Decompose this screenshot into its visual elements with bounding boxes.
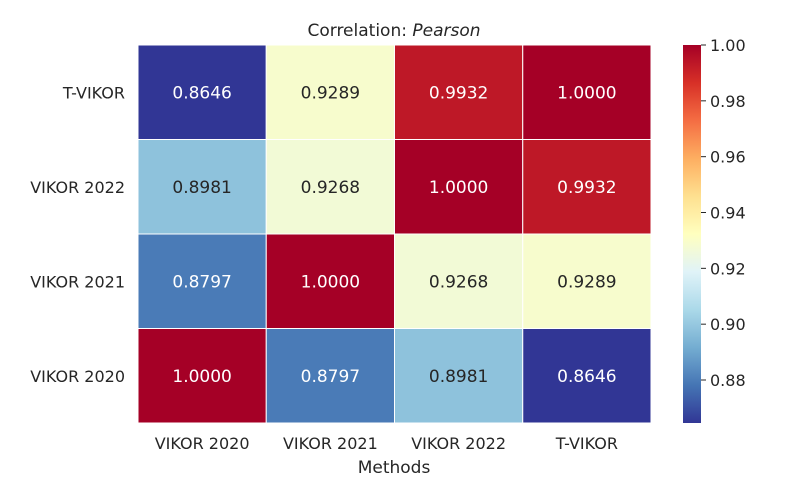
colorbar-tick-label: 0.98: [710, 92, 746, 111]
colorbar: 0.88 0.90 0.92 0.94 0.96 0.98 1.00: [683, 36, 746, 423]
colorbar-tick-label: 1.00: [710, 36, 746, 55]
y-tick-label: VIKOR 2021: [30, 272, 125, 291]
heatmap-cell: [394, 328, 524, 424]
heatmap-cells: 0.8646 0.9289 0.9932 1.0000 0.8981 0.9268 1.00…: [137, 44, 652, 424]
colorbar-tick-label: 0.92: [710, 259, 746, 278]
cell-value-label: 0.8646: [172, 83, 231, 103]
cell-value-label: 0.8981: [172, 178, 231, 198]
heatmap-cell: [265, 44, 395, 140]
cell-value-label: 0.9289: [557, 272, 616, 292]
heatmap-cell: [394, 44, 524, 140]
cell-value-label: 0.8797: [301, 367, 360, 387]
y-tick-label: VIKOR 2020: [30, 367, 125, 386]
heatmap-cell: [137, 328, 267, 424]
cell-value-label: 0.8981: [429, 367, 488, 387]
colorbar-tick-label: 0.96: [710, 148, 746, 167]
cell-value-label: 0.9268: [429, 272, 488, 292]
heatmap-cell: [522, 233, 652, 329]
cell-value-label: 0.8797: [172, 272, 231, 292]
chart-title-prefix: Correlation:: [307, 21, 412, 41]
heatmap-cell: [522, 139, 652, 235]
colorbar-tick-label: 0.88: [710, 371, 746, 390]
y-tick-label: T-VIKOR: [62, 83, 125, 102]
heatmap-cell: [265, 139, 395, 235]
colorbar-tick-label: 0.90: [710, 315, 746, 334]
heatmap-cell: [265, 328, 395, 424]
x-tick-label: VIKOR 2020: [155, 434, 250, 453]
x-tick-label: VIKOR 2021: [283, 434, 378, 453]
cell-value-label: 1.0000: [172, 367, 231, 387]
cell-value-label: 0.9268: [301, 178, 360, 198]
colorbar-tick-label: 0.94: [710, 204, 746, 223]
x-axis-label: Methods: [358, 458, 431, 478]
cell-value-label: 1.0000: [429, 178, 488, 198]
cell-value-label: 0.8646: [557, 367, 616, 387]
heatmap-cell: [137, 139, 267, 235]
chart-title-method: Pearson: [412, 21, 480, 41]
heatmap-cell: [522, 328, 652, 424]
chart-title: Correlation: Pearson: [307, 21, 480, 41]
heatmap-cell: [265, 233, 395, 329]
x-tick-labels: VIKOR 2020 VIKOR 2021 VIKOR 2022 T-VIKOR: [155, 434, 618, 453]
cell-value-label: 0.9932: [557, 178, 616, 198]
x-tick-label: T-VIKOR: [555, 434, 618, 453]
cell-value-label: 0.9932: [429, 83, 488, 103]
colorbar-gradient: [683, 45, 701, 423]
cell-value-label: 0.9289: [301, 83, 360, 103]
y-tick-label: VIKOR 2022: [30, 178, 125, 197]
y-tick-labels: T-VIKOR VIKOR 2022 VIKOR 2021 VIKOR 2020: [30, 83, 125, 386]
heatmap-cell: [137, 44, 267, 140]
x-tick-label: VIKOR 2022: [411, 434, 506, 453]
cell-value-label: 1.0000: [557, 83, 616, 103]
heatmap-cell: [522, 44, 652, 140]
cell-value-label: 1.0000: [301, 272, 360, 292]
